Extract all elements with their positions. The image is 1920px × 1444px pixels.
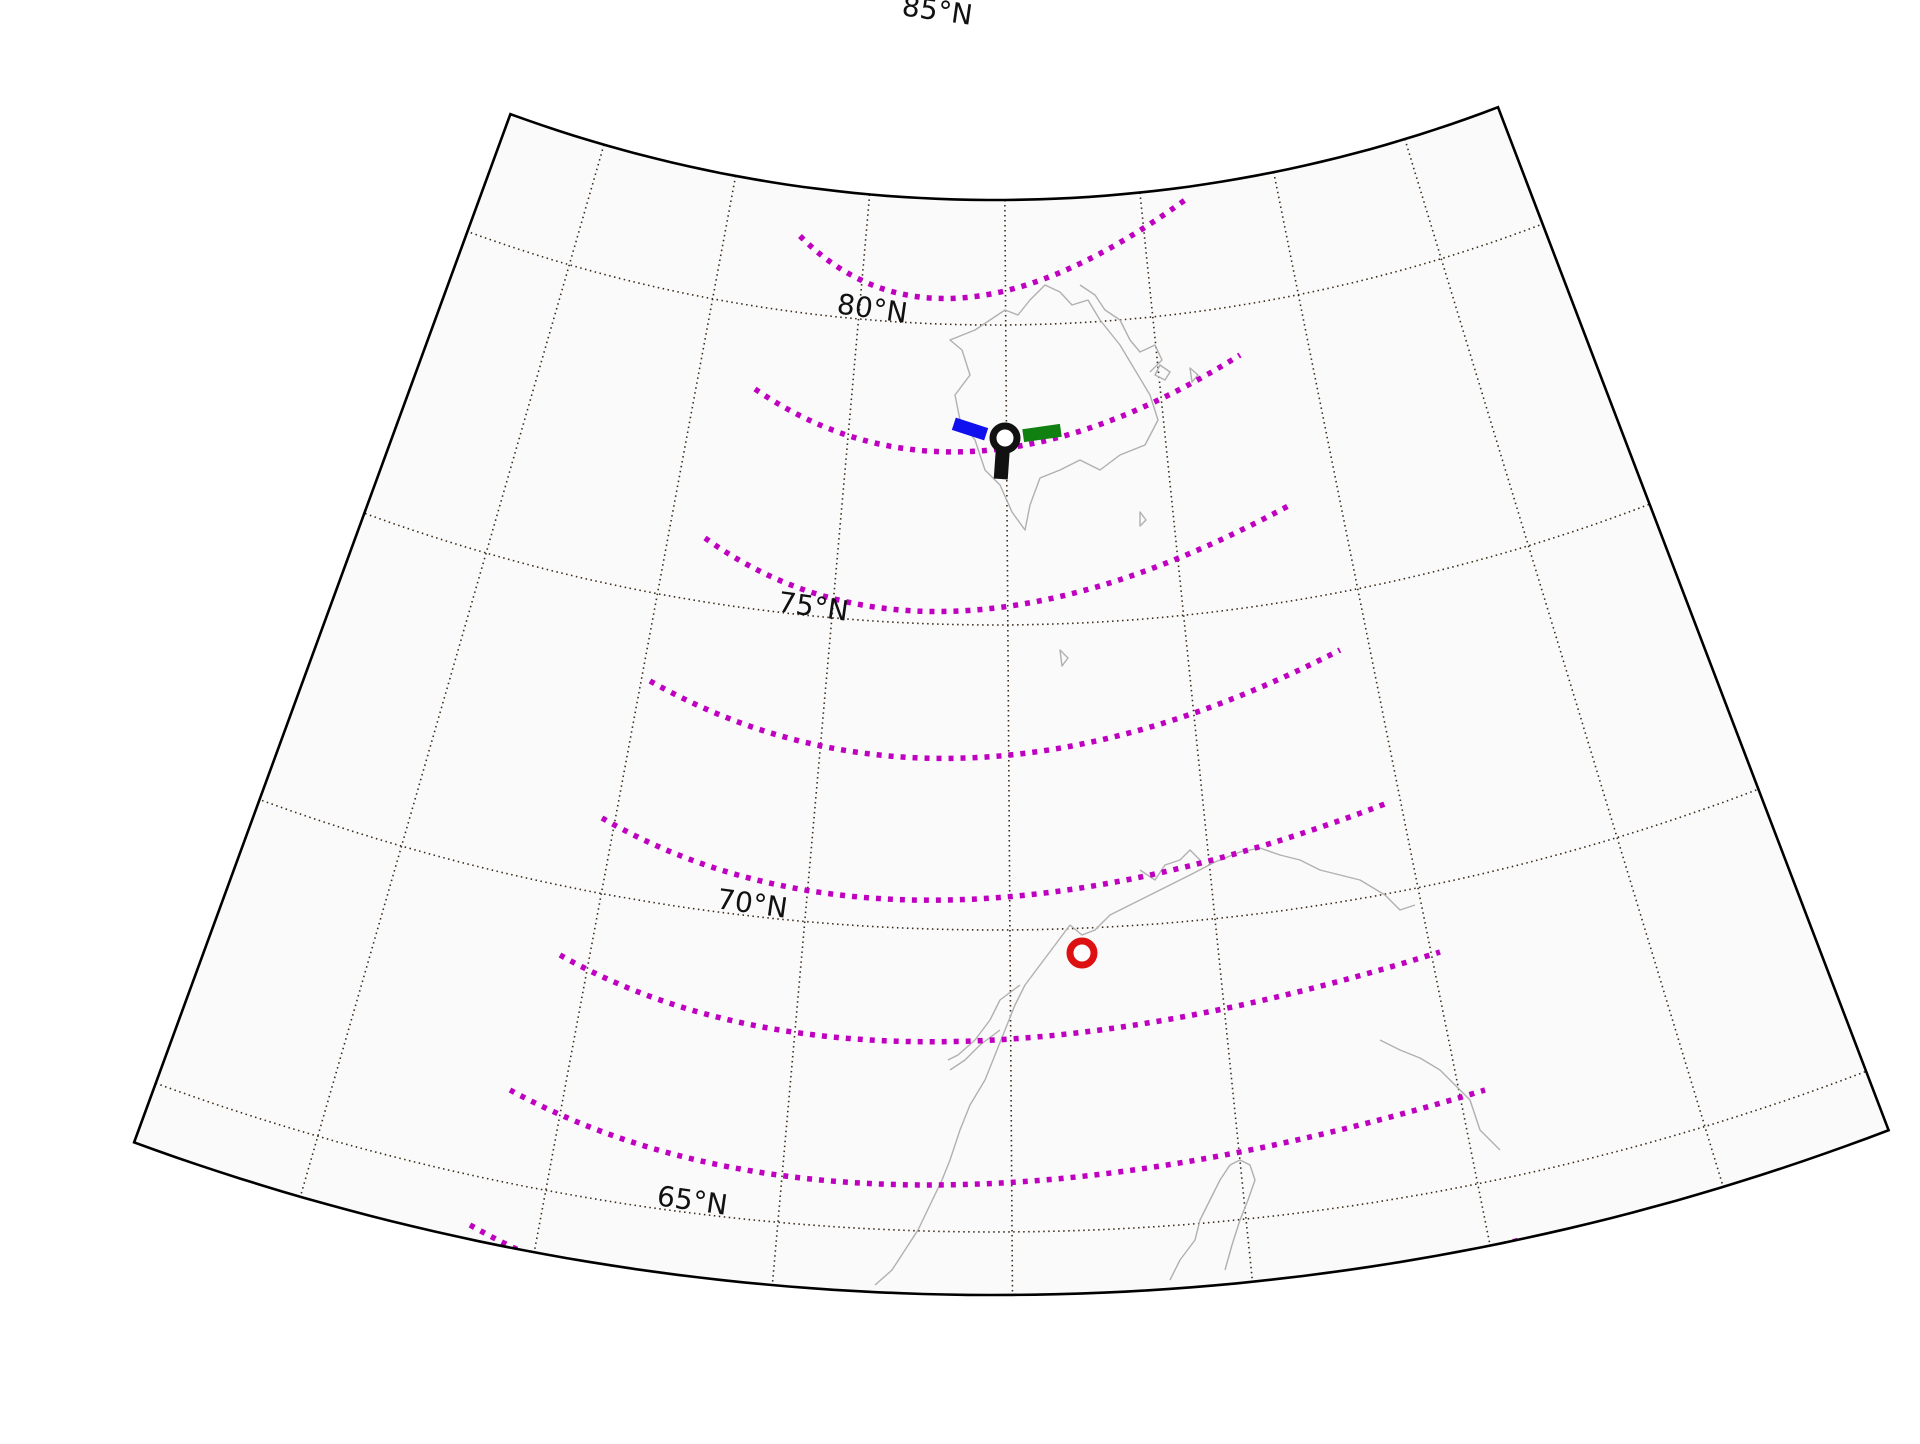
coastline — [1139, 849, 1201, 881]
coastline — [1379, 1039, 1501, 1151]
ground-track — [798, 197, 1187, 302]
meridian-line — [1251, 107, 1510, 1296]
parallel-gridlines — [134, 166, 1889, 1233]
parallel-line — [336, 166, 1673, 326]
ground-track — [648, 647, 1342, 762]
arm-green — [1022, 423, 1062, 443]
map-frame — [132, 105, 1891, 1297]
coastline — [1154, 364, 1171, 381]
coastline — [1069, 847, 1416, 936]
parallel-line — [134, 709, 1889, 931]
station-marker-svalbard — [989, 422, 1021, 454]
station-markers — [951, 417, 1098, 969]
ground-track — [508, 1087, 1486, 1188]
coastline — [949, 284, 1159, 531]
map-background — [134, 107, 1889, 1296]
coastline — [1189, 367, 1199, 383]
coastline — [874, 924, 1071, 1286]
coastline — [1169, 1164, 1231, 1281]
coastline — [1059, 649, 1069, 667]
parallel-line — [208, 435, 1806, 626]
coastline — [1079, 284, 1163, 373]
meridian-line — [763, 107, 881, 1296]
coastline — [1139, 511, 1147, 527]
ground-track — [600, 799, 1391, 903]
lat-label-85: 85°N — [900, 0, 974, 32]
meridian-line — [1372, 107, 1752, 1278]
station-marker-norway — [1066, 937, 1098, 969]
ground-track — [703, 502, 1292, 615]
coastlines — [874, 284, 1501, 1286]
meridian-line — [1127, 107, 1264, 1296]
parallel-line — [134, 980, 1889, 1233]
coastline — [1224, 1159, 1256, 1271]
coastline — [947, 984, 1021, 1061]
meridian-line — [134, 107, 194, 837]
meridian-line — [1810, 107, 1889, 814]
meridian-line — [1003, 107, 1014, 1296]
meridian-gridlines — [134, 107, 1889, 1296]
arm-blue — [951, 417, 989, 441]
